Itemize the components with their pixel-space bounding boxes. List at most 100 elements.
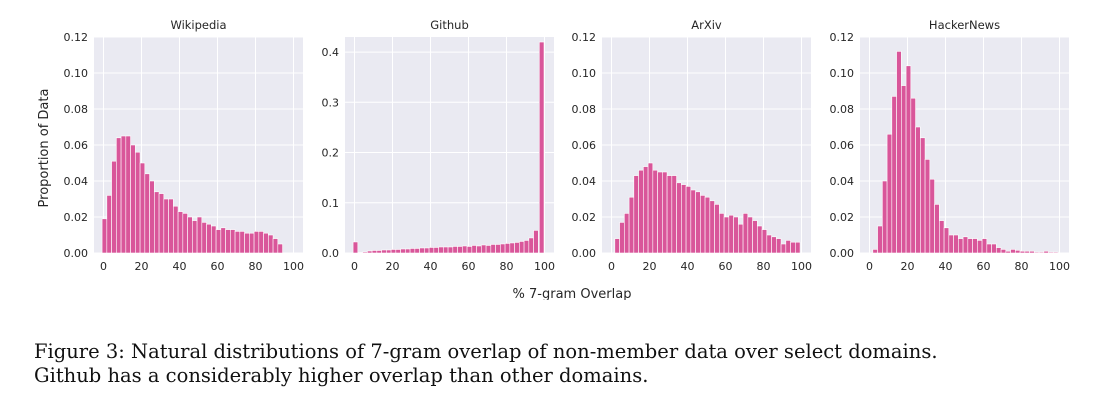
bar <box>1019 250 1026 254</box>
bar <box>638 169 644 254</box>
y-axis-label: Proportion of Data <box>37 89 52 208</box>
bar <box>419 247 425 254</box>
bar <box>177 211 184 254</box>
bar <box>409 248 416 254</box>
y-tick-label: 0.00 <box>64 247 89 260</box>
bar <box>206 223 212 254</box>
panel-hackernews: 0.00 0.02 0.04 0.06 0.08 0.10 0.12 0 20 40 60 80 100… <box>830 18 1071 273</box>
bar <box>457 246 463 254</box>
bar <box>357 252 363 254</box>
bar <box>514 242 520 254</box>
bar <box>220 227 226 254</box>
y-tick-label: 0.2 <box>322 147 340 160</box>
bar <box>504 243 511 254</box>
bar <box>244 232 250 254</box>
bar <box>352 241 359 254</box>
y-tick-label: 0.10 <box>830 67 855 80</box>
bar <box>647 162 654 254</box>
bar <box>1034 251 1040 254</box>
bar <box>771 236 777 254</box>
bar <box>915 126 921 254</box>
bar <box>414 248 420 254</box>
bar <box>215 229 222 254</box>
bar <box>111 160 117 254</box>
y-tick-label: 0.10 <box>572 67 597 80</box>
bar <box>1048 251 1054 254</box>
bar <box>614 238 620 254</box>
bar <box>163 198 169 254</box>
bar <box>891 96 897 254</box>
bar <box>1043 250 1049 254</box>
bar <box>728 214 734 254</box>
bar <box>106 195 112 254</box>
x-tick-label: 20 <box>386 260 400 273</box>
bar <box>628 196 635 254</box>
bar <box>182 213 188 254</box>
bar <box>381 249 387 254</box>
bar <box>943 227 950 254</box>
x-tick-label: 80 <box>1015 260 1029 273</box>
bar <box>929 178 935 254</box>
bar <box>886 133 893 254</box>
bar <box>268 234 274 254</box>
bar <box>495 244 501 254</box>
bar <box>395 249 401 254</box>
bar <box>1010 249 1016 254</box>
bar <box>376 250 382 254</box>
bar <box>624 213 630 254</box>
bar <box>362 251 368 254</box>
bar <box>795 241 801 254</box>
bar <box>681 184 687 254</box>
bar <box>538 41 545 254</box>
x-tick-label: 100 <box>534 260 555 273</box>
bar <box>972 238 978 254</box>
bar <box>920 137 926 254</box>
bar <box>690 189 696 254</box>
bar <box>462 245 468 254</box>
bar <box>934 204 940 254</box>
bar <box>1029 250 1035 254</box>
bar <box>533 230 539 254</box>
bar <box>714 204 720 254</box>
bar <box>747 216 753 254</box>
bar <box>1015 250 1021 254</box>
bar <box>452 246 458 254</box>
bar <box>116 137 122 254</box>
figure-caption: Figure 3: Natural distributions of 7-gra… <box>34 340 1094 388</box>
x-tick-label: 40 <box>681 260 695 273</box>
bar <box>476 245 482 254</box>
y-tick-label: 0.02 <box>64 211 89 224</box>
bar <box>438 246 444 254</box>
bar <box>490 244 496 254</box>
bar <box>253 231 260 254</box>
bar <box>168 198 174 254</box>
x-tick-label: 100 <box>283 260 304 273</box>
bar <box>872 249 878 254</box>
bar <box>666 175 673 254</box>
bar <box>757 225 763 254</box>
bar <box>695 191 701 254</box>
bar <box>428 247 435 254</box>
y-tick-label: 0.02 <box>830 211 855 224</box>
bar <box>125 135 131 254</box>
x-tick-label: 40 <box>424 260 438 273</box>
bar <box>723 216 730 254</box>
y-tick-label: 0.04 <box>572 175 597 188</box>
bar <box>258 231 264 254</box>
bar <box>249 232 255 254</box>
bar <box>785 240 791 254</box>
panel-title: Github <box>430 18 469 32</box>
bar <box>671 175 677 254</box>
bar <box>277 243 283 254</box>
bar <box>528 237 534 254</box>
bar <box>154 191 160 254</box>
x-tick-label: 80 <box>757 260 771 273</box>
x-tick-label: 20 <box>643 260 657 273</box>
x-tick-label: 80 <box>500 260 514 273</box>
bar <box>652 169 658 254</box>
bar <box>139 162 146 254</box>
bar <box>149 180 155 254</box>
x-tick-label: 0 <box>351 260 358 273</box>
y-tick-label: 0.06 <box>830 139 855 152</box>
bar <box>742 213 749 254</box>
